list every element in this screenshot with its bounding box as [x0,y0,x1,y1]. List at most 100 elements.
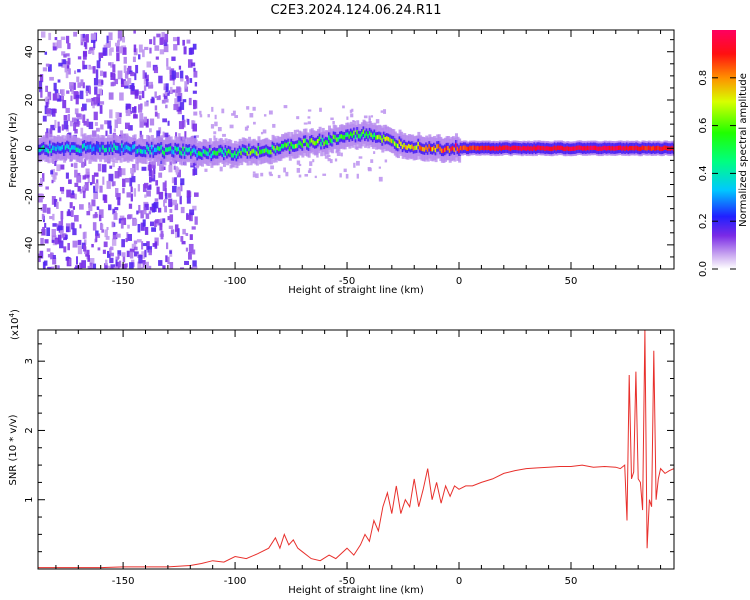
heatmap-noise-cell [296,116,300,120]
heatmap-ridge-core [422,146,426,152]
heatmap-noise-cell [217,126,222,132]
snr-x-tick-label: -50 [339,576,355,587]
heatmap-noise-cell [160,37,165,45]
heatmap-ridge-core [75,147,79,152]
heatmap-noise-cell [135,64,139,74]
heatmap-ridge-core [238,148,242,154]
heatmap-ridge-core [222,152,226,158]
heatmap-ridge-core [585,146,589,151]
heatmap-noise-cell [82,175,86,180]
heatmap-ridge-core [315,140,319,146]
heatmap-noise-cell [67,242,70,251]
heatmap-noise-cell [92,101,95,109]
heatmap-noise-cell [174,167,180,173]
heatmap-noise-cell [38,253,41,263]
heatmap-noise-cell [303,122,308,125]
heatmap-noise-cell [65,53,70,57]
heatmap-ridge-core [85,146,89,151]
heatmap-noise-cell [178,133,181,140]
snr-x-label: Height of straight line (km) [288,585,424,596]
heatmap-noise-cell [330,117,334,121]
heatmap-noise-cell [134,113,137,119]
heatmap-noise-cell [176,106,182,112]
heatmap-ridge-core [389,137,393,143]
heatmap-noise-cell [137,184,141,192]
heatmap-noise-cell [334,158,338,162]
heatmap-noise-cell [44,222,47,228]
heatmap-ridge-core [213,150,217,155]
heatmap-ridge-core [136,148,140,154]
heatmap-noise-cell [80,79,84,87]
heatmap-noise-cell [63,237,68,241]
heatmap-noise-cell [149,221,155,227]
heatmap-noise-cell [125,109,131,117]
heatmap-noise-cell [182,99,187,103]
heatmap-noise-cell [144,194,147,198]
heatmap-ridge-core [63,148,67,153]
heatmap-noise-cell [52,46,57,51]
heatmap-ridge-core [193,147,197,153]
spectrogram-y-tick-label: -20 [24,188,35,204]
heatmap-noise-cell [149,118,155,126]
heatmap-noise-cell [74,169,78,178]
heatmap-noise-cell [100,124,104,130]
heatmap-noise-cell [169,86,173,94]
heatmap-ridge-core [221,149,225,155]
heatmap-ridge-core [420,146,424,151]
heatmap-noise-cell [54,89,59,94]
heatmap-noise-cell [140,267,144,269]
heatmap-noise-cell [231,113,235,116]
heatmap-ridge-core [318,136,322,142]
heatmap-noise-cell [97,233,101,238]
heatmap-noise-cell [70,95,73,101]
heatmap-ridge-core [280,144,284,149]
heatmap-noise-cell [189,212,193,222]
heatmap-ridge-core [113,143,117,148]
heatmap-noise-cell [87,265,92,269]
heatmap-noise-cell [143,182,149,189]
heatmap-ridge-core [288,146,292,151]
heatmap-noise-cell [378,166,381,169]
heatmap-noise-cell [112,64,116,73]
heatmap-ridge-core [251,149,255,154]
heatmap-ridge-core [127,145,131,151]
heatmap-ridge-core [143,149,147,154]
heatmap-ridge-core [77,147,81,153]
heatmap-noise-cell [169,261,174,269]
snr-x-tick-label: -100 [224,576,247,587]
heatmap-ridge-core [125,144,129,150]
heatmap-noise-cell [148,249,152,256]
heatmap-ridge-core [602,145,606,151]
heatmap-noise-cell [155,56,159,60]
heatmap-ridge-core [552,146,556,151]
heatmap-ridge-core [608,145,612,151]
heatmap-noise-cell [367,167,372,172]
heatmap-noise-cell [53,198,58,207]
heatmap-ridge-core [317,138,321,144]
spectrogram-x-tick-label: 0 [456,276,462,287]
heatmap-ridge-core [324,139,328,145]
heatmap-noise-cell [168,225,174,229]
heatmap-ridge-core [210,153,214,158]
heatmap-noise-cell [136,239,142,243]
heatmap-ridge-core [619,145,623,150]
heatmap-ridge-core [295,143,299,149]
heatmap-ridge-core [392,139,396,144]
heatmap-ridge-core [147,146,151,152]
heatmap-noise-cell [61,96,64,100]
heatmap-noise-cell [106,35,109,45]
heatmap-ridge-core [643,145,647,151]
heatmap-noise-cell [73,82,76,90]
heatmap-ridge-core [660,146,664,152]
heatmap-noise-cell [175,132,178,138]
heatmap-noise-cell [96,127,100,132]
heatmap-noise-cell [49,252,53,260]
heatmap-ridge-core [67,144,71,150]
heatmap-noise-cell [169,250,172,254]
heatmap-noise-cell [160,218,163,227]
heatmap-noise-cell [58,221,63,227]
heatmap-noise-cell [77,245,83,255]
heatmap-noise-cell [73,162,78,169]
heatmap-ridge-core [201,152,205,157]
heatmap-noise-cell [115,256,119,260]
